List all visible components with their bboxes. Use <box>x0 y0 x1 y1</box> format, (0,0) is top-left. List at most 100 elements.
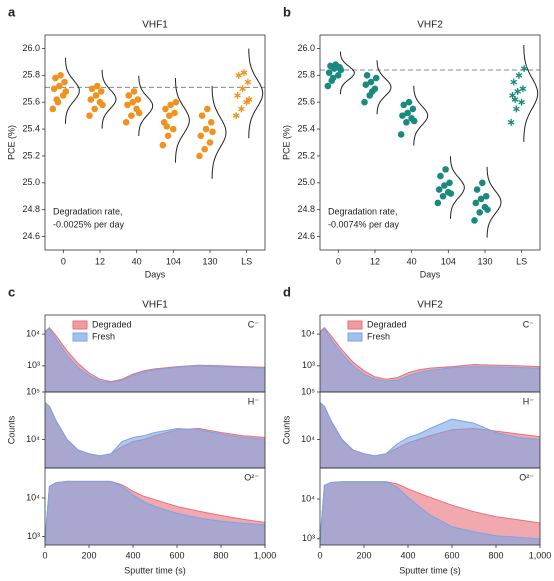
area <box>320 402 540 468</box>
data-point <box>327 62 334 70</box>
data-point <box>204 105 211 113</box>
y-tick-label: 10⁴ <box>26 492 40 502</box>
data-point <box>159 141 167 149</box>
data-point <box>50 85 58 93</box>
data-point <box>519 85 527 93</box>
data-point <box>206 139 214 146</box>
y-axis-label: PCE (%) <box>6 125 16 160</box>
series-label: O²⁻ <box>244 472 259 482</box>
data-point <box>367 78 375 86</box>
y-axis-label: Counts <box>281 415 291 444</box>
data-point <box>476 209 484 216</box>
distribution-curve <box>174 77 190 163</box>
x-axis-label: Sputter time (s) <box>124 565 186 575</box>
data-point <box>162 105 169 113</box>
x-tick-label: 40 <box>407 256 417 266</box>
data-point <box>482 192 490 200</box>
y-tick-label: 25.4 <box>297 123 315 133</box>
data-point <box>511 96 519 103</box>
x-tick-label: 800 <box>213 550 228 560</box>
annotation: Degradation rate, <box>53 206 123 216</box>
y-axis-label: Counts <box>6 415 16 444</box>
chart-title: VHF1 <box>142 300 168 311</box>
data-point <box>167 101 174 109</box>
data-point <box>447 190 455 197</box>
x-tick-label: 0 <box>317 550 322 560</box>
y-tick-label: 25.2 <box>297 150 315 160</box>
data-point <box>197 132 205 140</box>
data-point <box>234 91 241 99</box>
data-point <box>172 98 180 106</box>
x-tick-label: 600 <box>444 550 459 560</box>
distribution-curve <box>211 85 227 179</box>
y-tick-label: 10³ <box>27 531 40 541</box>
x-tick-label: 130 <box>202 256 217 266</box>
plot-frame <box>319 467 541 546</box>
data-point <box>324 82 332 90</box>
data-point <box>237 105 245 113</box>
area <box>45 328 265 392</box>
annotation: -0.0074% per day <box>328 219 400 229</box>
legend-swatch <box>347 320 363 330</box>
distribution-curve <box>486 166 502 238</box>
line <box>319 481 541 541</box>
plot-frame <box>319 34 541 251</box>
distribution-curve <box>248 48 264 139</box>
legend-label: Degraded <box>367 319 407 329</box>
x-tick-label: 130 <box>477 256 492 266</box>
y-tick-label: 10⁴ <box>301 328 315 338</box>
data-point <box>164 132 172 140</box>
data-point <box>49 105 57 113</box>
data-point <box>410 117 418 125</box>
line <box>44 326 266 383</box>
data-point <box>128 112 135 119</box>
data-point <box>171 109 178 117</box>
series-label: O²⁻ <box>519 472 534 482</box>
y-tick-label: 10⁴ <box>301 434 315 444</box>
y-axis-label: PCE (%) <box>281 125 291 160</box>
distribution-curve <box>64 57 80 124</box>
distribution-curve <box>449 156 465 219</box>
data-point <box>361 98 368 106</box>
x-tick-label: 400 <box>125 550 140 560</box>
series-label: C⁻ <box>523 319 534 329</box>
data-point <box>363 72 371 79</box>
data-point <box>337 66 345 74</box>
x-axis-label: Sputter time (s) <box>399 565 461 575</box>
area <box>320 481 540 545</box>
y-tick-label: 24.6 <box>22 231 40 241</box>
y-tick-label: 10³ <box>27 360 40 370</box>
legend-label: Fresh <box>92 331 115 341</box>
plot-frame <box>44 34 266 251</box>
y-tick-label: 10⁴ <box>26 328 40 338</box>
data-point <box>372 74 380 82</box>
data-point <box>403 119 410 126</box>
data-point <box>515 71 523 79</box>
line <box>44 402 266 457</box>
data-point <box>163 123 171 130</box>
line <box>319 402 541 457</box>
data-point <box>125 92 133 99</box>
legend-swatch <box>72 320 88 330</box>
data-point <box>52 74 59 82</box>
data-point <box>439 192 447 200</box>
data-point <box>134 96 142 103</box>
data-point <box>166 112 173 119</box>
data-point <box>409 105 417 113</box>
data-point <box>87 96 95 103</box>
plot-frame <box>44 467 266 546</box>
legend-label: Fresh <box>367 331 390 341</box>
data-point <box>207 119 215 126</box>
data-point <box>57 72 64 79</box>
distribution-curve <box>523 45 539 142</box>
series-label: H⁻ <box>248 396 259 406</box>
data-point <box>399 112 406 119</box>
y-tick-label: 25.2 <box>22 150 40 160</box>
y-tick-label: 10³ <box>302 360 315 370</box>
data-point <box>202 125 210 133</box>
data-point <box>61 78 68 86</box>
data-point <box>442 166 449 173</box>
data-point <box>129 98 136 106</box>
data-point <box>135 109 143 117</box>
distribution-curve <box>376 60 392 115</box>
